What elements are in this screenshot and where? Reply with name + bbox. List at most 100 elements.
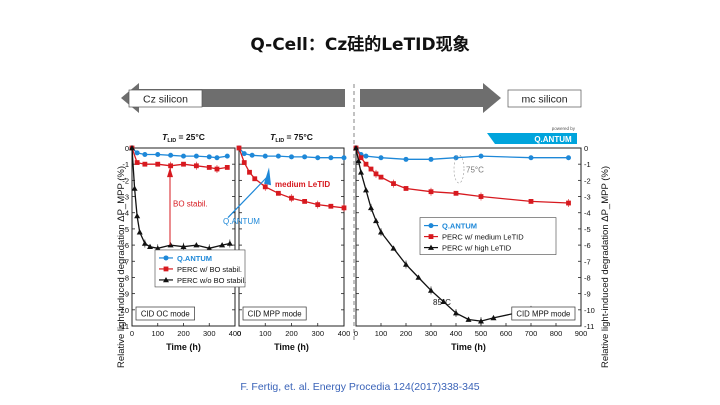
- data-point: [403, 156, 409, 162]
- data-point: [528, 199, 534, 204]
- data-point: [275, 190, 281, 196]
- y2-tick-label: -7: [584, 257, 591, 266]
- data-point: [262, 153, 268, 159]
- chart-panels: 0-1-2-3-4-5-6-7-8-9-10-110 100 200 300 400Ti…: [118, 132, 595, 352]
- series-line: [131, 147, 228, 170]
- left-arrow-label-box: [128, 89, 203, 108]
- data-point: [373, 171, 379, 177]
- data-point: [142, 151, 148, 157]
- x-tick-label: 600: [500, 329, 513, 338]
- data-point: [315, 155, 321, 161]
- data-point: [193, 242, 200, 248]
- data-point: [478, 194, 484, 199]
- data-point: [368, 204, 374, 211]
- data-point: [358, 169, 364, 175]
- data-point: [181, 161, 186, 167]
- data-point: [167, 242, 174, 248]
- x-tick-label: 300: [203, 329, 216, 338]
- mode-label-box: [135, 306, 195, 321]
- annotations: BO stabil. medium LeTID Q.ANTUM 75°C 85°C Q.A…: [154, 154, 557, 307]
- data-point: [428, 156, 434, 162]
- legend-label: Q.ANTUM: [442, 222, 477, 231]
- data-point: [252, 176, 258, 182]
- x-tick-label: 200: [177, 329, 190, 338]
- qantum-logo: powered by Q.ANTUM: [487, 126, 577, 144]
- series-square: [236, 145, 347, 212]
- data-point: [363, 153, 369, 159]
- y-tick-label: -2: [122, 176, 129, 185]
- temp-75-annotation: 75°C: [466, 165, 484, 174]
- data-point: [214, 155, 220, 161]
- data-point: [214, 166, 220, 172]
- data-point: [358, 155, 364, 161]
- data-point: [315, 202, 321, 208]
- data-point: [302, 154, 308, 160]
- series-square: [129, 145, 230, 174]
- legend-marker: [163, 255, 169, 261]
- data-point: [378, 174, 384, 180]
- data-point: [206, 245, 213, 251]
- x-tick-label: 200: [400, 329, 413, 338]
- data-point: [355, 157, 362, 164]
- data-point: [193, 153, 199, 159]
- legend-marker: [428, 244, 434, 250]
- data-point: [341, 205, 347, 211]
- data-point: [181, 153, 186, 159]
- data-point: [302, 199, 308, 204]
- data-point: [415, 274, 422, 280]
- x-tick-label: 100: [151, 329, 164, 338]
- x-tick-label: 300: [425, 329, 438, 338]
- mode-label: CID MPP mode: [516, 310, 570, 319]
- data-point: [566, 155, 571, 161]
- data-point: [136, 229, 143, 235]
- y-tick-label: -10: [118, 306, 129, 315]
- y-tick-label: -11: [119, 322, 129, 331]
- data-point: [478, 318, 484, 324]
- bo-stabil-arrowhead: [167, 167, 173, 178]
- left-arrow-label: Cz silicon: [143, 94, 188, 106]
- data-point: [363, 187, 369, 193]
- y-tick-label: -5: [122, 225, 129, 234]
- x-tick-label: 0: [354, 329, 358, 338]
- x-tick-label: 200: [285, 329, 298, 338]
- data-point: [180, 243, 187, 250]
- data-point: [226, 240, 233, 246]
- temperature-label: TLID = 25°C: [162, 132, 205, 144]
- x-axis-label: Time (h): [166, 342, 201, 352]
- mode-label-box: [511, 306, 576, 321]
- data-point: [134, 150, 140, 156]
- y2-axis-label: Relative light-induced degradation ΔP_MP…: [600, 166, 611, 368]
- data-point: [224, 153, 230, 159]
- bo-stabil-annotation: BO stabil.: [173, 199, 208, 208]
- silicon-type-arrows: Cz silicon mc silicon: [121, 83, 582, 340]
- data-point: [403, 186, 409, 191]
- data-point: [378, 229, 384, 235]
- data-point: [453, 310, 459, 316]
- data-point: [249, 152, 255, 158]
- x-axis-label: Time (h): [274, 342, 309, 352]
- data-point: [453, 190, 459, 196]
- legend-box: [419, 217, 557, 255]
- qantum-arrow: [227, 176, 268, 218]
- data-point: [236, 145, 242, 151]
- legend-marker: [163, 276, 169, 283]
- data-point: [391, 181, 396, 186]
- data-point: [262, 184, 268, 190]
- y-axis-label: Relative light-induced degradation ΔP_MP…: [116, 166, 127, 368]
- plot-frame: [131, 147, 236, 327]
- y2-tick-label: -3: [584, 193, 591, 202]
- data-point: [142, 161, 148, 167]
- x-tick-label: 0: [237, 329, 241, 338]
- legend-label: PERC w/ high LeTID: [442, 244, 512, 253]
- data-point: [289, 195, 294, 201]
- data-point: [224, 165, 230, 170]
- y-tick-label: 0: [125, 144, 129, 153]
- y-tick-label: -6: [122, 241, 129, 250]
- data-point: [403, 261, 409, 267]
- legend: Q.ANTUM PERC w/ medium LeTID PERC w/ high …: [419, 217, 557, 255]
- x-axis-label: Time (h): [451, 342, 486, 352]
- y-tick-label: -3: [122, 193, 129, 202]
- y2-tick-label: -5: [584, 225, 591, 234]
- y2-tick-label: -2: [584, 176, 591, 185]
- x-tick-label: 500: [475, 329, 488, 338]
